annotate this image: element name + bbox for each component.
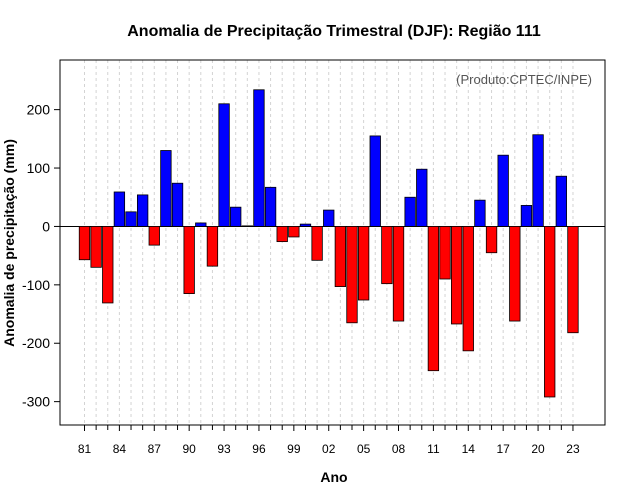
- x-tick-label: 99: [287, 442, 301, 456]
- bar-2019: [520, 205, 533, 227]
- y-axis: -300 -200 -100 0 100 200: [22, 102, 60, 410]
- x-axis: 81 84 87 90 93 96 99 02 05 08 11 14 17 20 23: [78, 425, 580, 456]
- bar-1986: [136, 194, 149, 227]
- bar-2023: [567, 226, 579, 334]
- y-tick-label: 0: [42, 218, 50, 234]
- bar-2017: [497, 154, 509, 227]
- bar-1997: [264, 186, 277, 227]
- x-tick-label: 96: [252, 442, 266, 456]
- x-tick-label: 20: [531, 442, 545, 456]
- bar-2013: [451, 226, 463, 325]
- bar-1983: [102, 226, 114, 304]
- bar-2014: [462, 226, 474, 352]
- bar-2018: [509, 226, 521, 322]
- x-tick-label: 02: [322, 442, 336, 456]
- product-annotation: (Produto:CPTEC/INPE): [456, 72, 592, 87]
- x-axis-label: Ano: [320, 469, 347, 485]
- y-tick-label: 100: [27, 160, 51, 176]
- bar-2001: [311, 226, 323, 261]
- bar-1981: [78, 226, 91, 261]
- bar-1995: [241, 225, 253, 227]
- y-tick-label: 200: [27, 102, 51, 118]
- x-tick-label: 93: [217, 442, 231, 456]
- bar-1998: [276, 226, 288, 243]
- bar-1996: [253, 89, 265, 227]
- bar-1999: [288, 226, 300, 238]
- y-tick-label: -300: [22, 394, 50, 410]
- bar-1989: [171, 182, 184, 227]
- bar-2004: [346, 226, 358, 324]
- bar-2011: [427, 226, 440, 372]
- bar-2009: [404, 196, 416, 227]
- bar-2020: [532, 134, 544, 227]
- y-axis-label: Anomalia de precipitação (mm): [1, 139, 17, 347]
- bar-1988: [160, 150, 172, 227]
- bar-2021: [544, 226, 556, 398]
- bar-2016: [485, 226, 498, 254]
- bar-2008: [392, 226, 405, 322]
- bar-1991: [195, 222, 207, 227]
- bar-1985: [125, 211, 137, 227]
- x-tick-label: 05: [357, 442, 371, 456]
- bar-2006: [369, 135, 381, 227]
- bar-2022: [555, 175, 567, 227]
- bar-2010: [416, 168, 428, 227]
- x-tick-label: 84: [113, 442, 127, 456]
- bar-2003: [334, 226, 347, 287]
- x-tick-label: 17: [497, 442, 511, 456]
- y-tick-label: -200: [22, 335, 50, 351]
- x-tick-label: 11: [427, 442, 440, 456]
- bar-1982: [90, 226, 102, 268]
- bar-1990: [183, 226, 195, 295]
- x-tick-label: 90: [182, 442, 196, 456]
- bar-1992: [206, 226, 219, 267]
- bar-1984: [113, 191, 126, 227]
- bar-2005: [357, 226, 370, 301]
- x-tick-label: 08: [392, 442, 406, 456]
- plot-frame: [59, 59, 606, 426]
- bars: [78, 89, 579, 398]
- chart-title: Anomalia de Precipitação Trimestral (DJF…: [127, 23, 541, 40]
- bar-2012: [439, 226, 451, 280]
- y-tick-label: -100: [22, 277, 50, 293]
- bar-2000: [299, 223, 312, 227]
- x-tick-label: 14: [462, 442, 476, 456]
- bar-1993: [218, 103, 230, 227]
- bar-1987: [148, 226, 160, 246]
- x-tick-label: 23: [566, 442, 580, 456]
- x-tick-label: 81: [78, 442, 92, 456]
- bar-2015: [474, 199, 486, 227]
- bar-2007: [381, 226, 393, 285]
- x-tick-label: 87: [148, 442, 162, 456]
- bar-1994: [230, 206, 242, 227]
- bar-2002: [323, 209, 335, 227]
